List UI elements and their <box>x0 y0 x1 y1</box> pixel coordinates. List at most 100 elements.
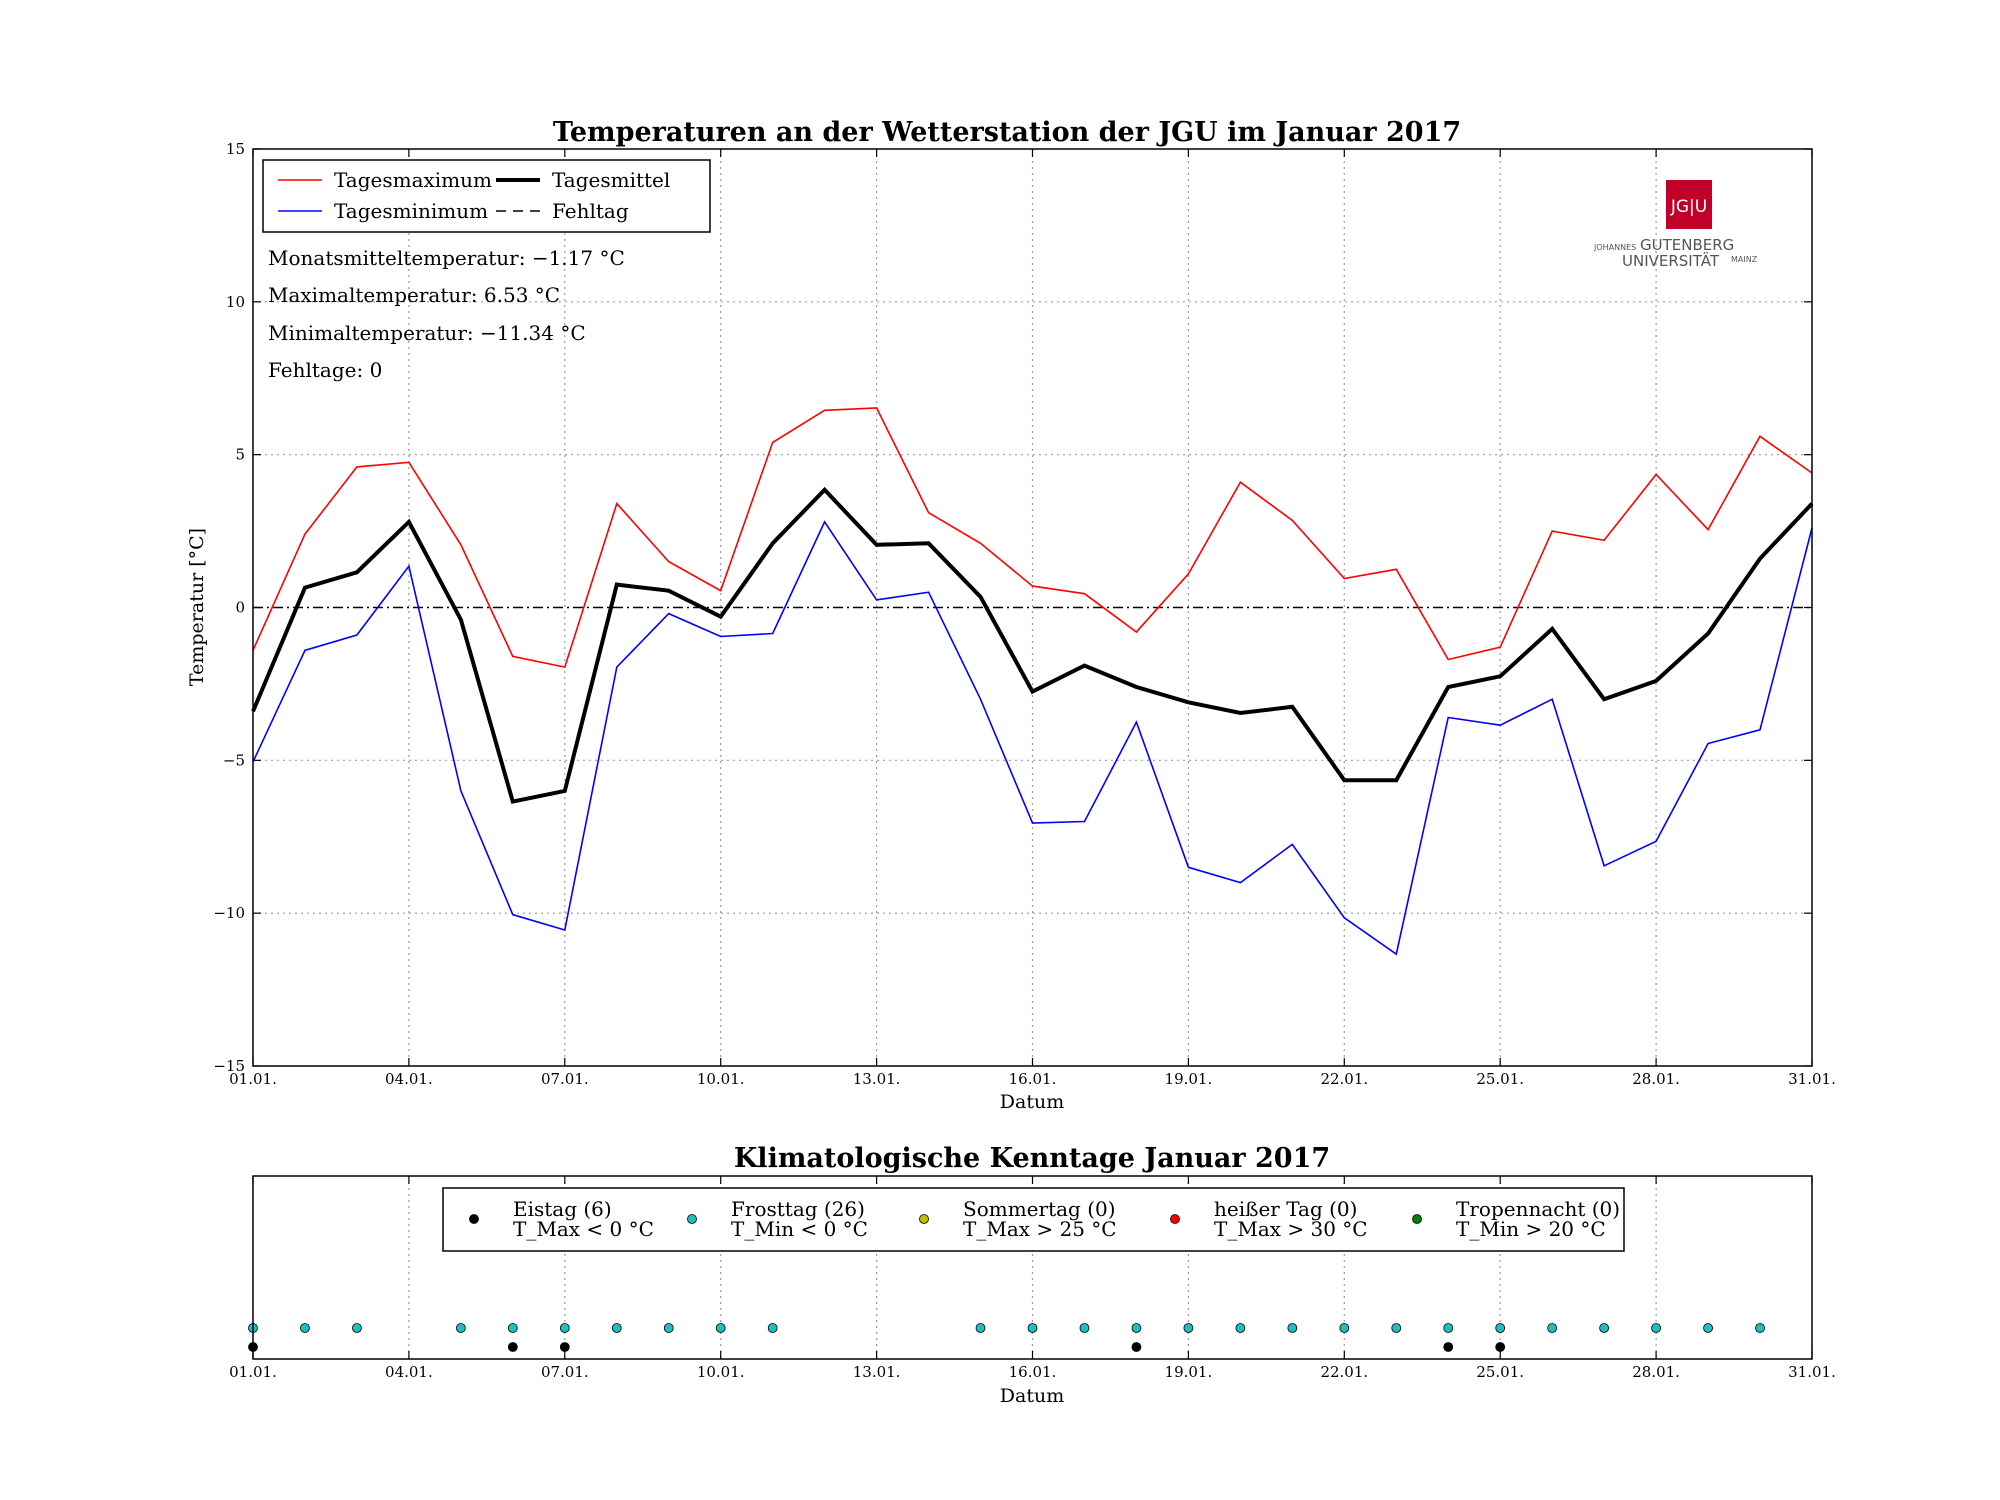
x-tick-label: 04.01. <box>385 1070 433 1088</box>
kenntage-x-ticks: 01.01. 04.01. 07.01. 10.01. 13.01. 16.01. 19.0… <box>229 1176 1836 1381</box>
kenntag-point-frosttag-26 <box>1755 1323 1765 1333</box>
x-tick-label: 16.01. <box>1009 1070 1057 1088</box>
x-tick-label: 10.01. <box>697 1070 745 1088</box>
legend-label-min: Tagesminimum <box>334 199 488 223</box>
main-x-axis-label: Datum <box>1000 1091 1064 1113</box>
series-line-tagesmittel <box>251 486 1814 804</box>
legend-condition-eistag: T_Max < 0 °C <box>513 1217 654 1241</box>
legend-marker-heisser-tag <box>1170 1214 1180 1224</box>
kenntag-point-eistag-6 <box>559 1342 570 1352</box>
x-tick-label: 07.01. <box>541 1070 589 1088</box>
kenntag-point-frosttag-26 <box>1287 1323 1298 1333</box>
x-tick-label: 01.01. <box>229 1363 277 1381</box>
kenntag-point-eistag-6 <box>1495 1342 1506 1352</box>
logo-mark: JG|U <box>1670 197 1707 217</box>
kenntag-point-frosttag-26 <box>1131 1323 1142 1333</box>
kenntage-chart-title: Klimatologische Kenntage Januar 2017 <box>734 1143 1330 1174</box>
x-tick-label: 31.01. <box>1788 1363 1836 1381</box>
x-tick-label: 19.01. <box>1165 1363 1213 1381</box>
kenntag-point-frosttag-26 <box>1703 1323 1713 1333</box>
logo-mainz: MAINZ <box>1731 255 1758 264</box>
legend-label-missing: Fehltag <box>552 199 629 223</box>
y-tick-label: −10 <box>213 904 245 922</box>
legend-condition-sommertag: T_Max > 25 °C <box>963 1217 1117 1241</box>
legend-marker-eistag <box>469 1214 479 1224</box>
logo-universitaet: UNIVERSITÄT <box>1622 251 1720 270</box>
main-y-ticks: −15 −10 −5 0 5 10 15 <box>213 140 1812 1075</box>
x-tick-label: 25.01. <box>1476 1363 1524 1381</box>
kenntag-point-frosttag-26 <box>559 1323 570 1333</box>
x-tick-label: 22.01. <box>1320 1070 1368 1088</box>
y-tick-label: 10 <box>226 293 245 311</box>
main-chart-title: Temperaturen an der Wetterstation der JG… <box>553 117 1461 148</box>
kenntag-point-frosttag-26 <box>1599 1323 1610 1333</box>
kenntag-point-frosttag-26 <box>1027 1323 1038 1333</box>
series-line-tagesmaximum <box>252 407 1813 669</box>
kenntag-point-frosttag-26 <box>1339 1323 1350 1333</box>
logo-gutenberg: GUTENBERG <box>1640 236 1734 254</box>
logo-mark-box <box>1666 180 1712 229</box>
x-tick-label: 25.01. <box>1476 1070 1524 1088</box>
legend-marker-sommertag <box>919 1214 929 1224</box>
kenntag-point-frosttag-26 <box>1443 1323 1454 1333</box>
kenntag-point-frosttag-26 <box>767 1323 778 1333</box>
x-tick-label: 19.01. <box>1165 1070 1213 1088</box>
kenntag-point-frosttag-26 <box>1547 1323 1558 1333</box>
stat-missing-days: Fehltage: 0 <box>268 358 382 382</box>
main-legend-box <box>262 159 711 233</box>
legend-label-sommertag: Sommertag (0) <box>963 1197 1116 1221</box>
kenntag-point-eistag-6 <box>1131 1342 1142 1352</box>
kenntag-point-frosttag-26 <box>352 1323 362 1333</box>
kenntag-point-frosttag-26 <box>300 1323 310 1333</box>
stat-max: Maximaltemperatur: 6.53 °C <box>268 283 560 307</box>
main-y-axis-label: Temperatur [°C] <box>186 528 208 686</box>
x-tick-label: 01.01. <box>229 1070 277 1088</box>
y-tick-label: 0 <box>235 599 245 617</box>
x-tick-label: 31.01. <box>1788 1070 1836 1088</box>
kenntag-point-frosttag-26 <box>663 1323 674 1333</box>
legend-label-max: Tagesmaximum <box>334 168 492 192</box>
stat-min: Minimaltemperatur: −11.34 °C <box>268 321 586 345</box>
legend-marker-tropennacht <box>1412 1214 1422 1224</box>
kenntag-point-frosttag-26 <box>715 1323 726 1333</box>
legend-condition-tropennacht: T_Min > 20 °C <box>1456 1217 1606 1241</box>
x-tick-label: 28.01. <box>1632 1363 1680 1381</box>
kenntag-point-eistag-6 <box>1443 1342 1454 1352</box>
kenntage-legend: Eistag (6) T_Max < 0 °C Frosttag (26) T_… <box>442 1187 1625 1252</box>
legend-label-tropennacht: Tropennacht (0) <box>1456 1197 1620 1221</box>
kenntag-point-frosttag-26 <box>507 1323 518 1333</box>
kenntag-point-frosttag-26 <box>975 1323 986 1333</box>
kenntage-x-axis-label: Datum <box>1000 1385 1064 1407</box>
kenntag-point-eistag-6 <box>507 1342 518 1352</box>
legend-condition-frosttag: T_Min < 0 °C <box>731 1217 868 1241</box>
kenntag-point-frosttag-26 <box>1495 1323 1506 1333</box>
x-tick-label: 13.01. <box>853 1070 901 1088</box>
x-tick-label: 13.01. <box>853 1363 901 1381</box>
main-legend: Tagesmaximum Tagesminimum Tagesmittel Fe… <box>262 159 711 233</box>
y-tick-label: 5 <box>235 446 245 464</box>
x-tick-label: 07.01. <box>541 1363 589 1381</box>
y-tick-label: 15 <box>226 140 245 158</box>
y-tick-label: −15 <box>213 1057 245 1075</box>
kenntag-point-frosttag-26 <box>1183 1323 1194 1333</box>
kenntag-point-frosttag-26 <box>611 1323 622 1333</box>
legend-label-mean: Tagesmittel <box>552 168 670 192</box>
stat-mean: Monatsmitteltemperatur: −1.17 °C <box>268 246 625 270</box>
kenntag-point-frosttag-26 <box>1651 1323 1661 1333</box>
legend-marker-frosttag <box>687 1214 697 1224</box>
legend-label-eistag: Eistag (6) <box>513 1197 612 1221</box>
legend-label-heisser-tag: heißer Tag (0) <box>1214 1197 1357 1221</box>
kenntage-points <box>248 1323 1765 1352</box>
x-tick-label: 22.01. <box>1320 1363 1368 1381</box>
kenntag-point-frosttag-26 <box>1235 1323 1246 1333</box>
y-tick-label: −5 <box>223 751 245 769</box>
x-tick-label: 16.01. <box>1009 1363 1057 1381</box>
main-series <box>251 407 1814 956</box>
monthly-stats: Monatsmitteltemperatur: −1.17 °C Maximal… <box>268 246 625 382</box>
kenntag-point-frosttag-26 <box>1391 1323 1402 1333</box>
logo-johannes: JOHANNES <box>1593 243 1636 252</box>
kenntag-point-frosttag-26 <box>1079 1323 1090 1333</box>
legend-condition-heisser-tag: T_Max > 30 °C <box>1214 1217 1368 1241</box>
x-tick-label: 28.01. <box>1632 1070 1680 1088</box>
temperature-chart: Temperaturen an der Wetterstation der JG… <box>186 117 1836 1113</box>
